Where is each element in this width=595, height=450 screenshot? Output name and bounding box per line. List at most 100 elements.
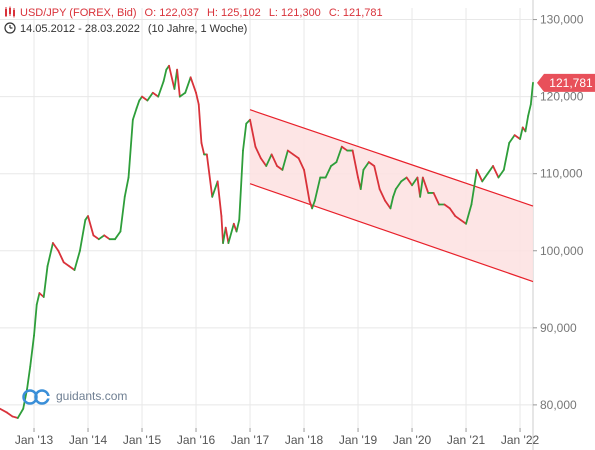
price-segment	[11, 415, 19, 419]
price-segment	[276, 165, 284, 171]
x-tick-label: Jan '13	[15, 433, 54, 447]
price-segment	[97, 234, 106, 241]
price-segment	[87, 215, 95, 237]
price-segment	[211, 180, 219, 198]
price-segment	[340, 145, 349, 152]
price-series	[0, 64, 534, 419]
price-segment	[29, 334, 35, 368]
price-segment	[184, 76, 192, 94]
price-segment	[389, 195, 395, 210]
x-tick-label: Jan '20	[393, 433, 432, 447]
x-tick-label: Jan '15	[123, 433, 162, 447]
price-segment	[330, 161, 338, 167]
price-segment	[527, 103, 532, 117]
price-segment	[297, 157, 305, 171]
price-segment	[400, 176, 408, 183]
price-segment	[465, 203, 473, 225]
last-price-badge: 121,781	[537, 73, 595, 92]
y-axis: 80,000 90,000 100,000 110,000 120,000 130,000	[533, 13, 584, 412]
instrument-name: USD/JPY (FOREX, Bid)	[20, 7, 137, 19]
x-tick-label: Jan '17	[231, 433, 270, 447]
trend-channel	[249, 109, 534, 283]
price-segment	[123, 176, 130, 198]
price-segment	[448, 207, 457, 217]
price-segment	[497, 168, 505, 179]
price-segment	[73, 249, 81, 271]
y-tick-label: 110,000	[540, 167, 583, 181]
range-header: 14.05.2012 - 28.03.2022 (10 Jahre, 1 Woch…	[4, 22, 247, 35]
price-segment	[502, 141, 511, 171]
price-segment	[157, 80, 165, 98]
price-segment	[52, 242, 60, 252]
price-segment	[367, 161, 376, 167]
price-segment	[286, 149, 295, 156]
price-segment	[242, 122, 248, 152]
x-tick-label: Jan '22	[501, 433, 540, 447]
price-segment	[313, 176, 322, 202]
price-segment	[459, 219, 467, 225]
price-segment	[324, 165, 332, 179]
price-segment	[119, 195, 126, 233]
price-segment	[303, 168, 311, 202]
price-segment	[195, 91, 200, 106]
price-segment	[224, 226, 230, 244]
price-segment	[79, 219, 87, 252]
price-segment	[68, 265, 76, 271]
price-segment	[0, 407, 8, 414]
price-segment	[432, 192, 440, 206]
price-segment	[524, 114, 530, 133]
guidants-logo: guidants.com	[22, 388, 127, 406]
close-value: C: 121,781	[328, 7, 383, 19]
price-segment	[475, 168, 484, 183]
price-segment	[492, 165, 500, 179]
price-segment	[373, 165, 381, 191]
x-tick-label: Jan '19	[339, 433, 378, 447]
y-tick-label: 80,000	[540, 398, 577, 412]
price-segment	[519, 126, 524, 140]
instrument-header: USD/JPY (FOREX, Bid) O: 122,037 H: 125,102…	[4, 6, 383, 19]
price-segment	[6, 411, 14, 418]
price-segment	[216, 180, 223, 217]
price-segment	[270, 153, 278, 167]
guidants-logo-text: guidants.com	[56, 389, 128, 404]
x-axis: Jan '13 Jan '14 Jan '15 Jan '16 Jan '17 Jan '…	[15, 428, 540, 447]
price-segment	[486, 165, 494, 175]
price-segment	[359, 168, 365, 191]
price-segment	[508, 134, 516, 144]
price-segment	[454, 215, 462, 221]
price-segment	[46, 242, 54, 268]
date-range: 14.05.2012 - 28.03.2022	[20, 23, 140, 35]
price-segment	[33, 303, 38, 337]
price-segment	[127, 118, 134, 179]
price-segment	[135, 99, 141, 110]
price-segment	[311, 199, 316, 210]
price-segment	[227, 222, 235, 244]
price-segment	[443, 203, 451, 210]
open-value: O: 122,037	[144, 7, 199, 19]
period-label: (10 Jahre, 1 Woche)	[147, 23, 248, 35]
price-segment	[176, 68, 181, 98]
price-segment	[419, 176, 424, 198]
price-segment	[259, 157, 268, 167]
price-segment	[178, 91, 187, 98]
price-segment	[57, 249, 65, 264]
price-segment	[168, 64, 176, 90]
last-price-label: 121,781	[549, 76, 593, 90]
y-tick-label: 130,000	[540, 13, 584, 27]
clock-icon	[4, 22, 16, 34]
price-segment	[26, 365, 32, 391]
x-tick-label: Jan '16	[177, 433, 216, 447]
price-segment	[411, 176, 419, 187]
price-segment	[197, 103, 203, 144]
y-tick-label: 120,000	[540, 90, 584, 104]
price-segment	[405, 176, 413, 187]
price-segment	[131, 107, 138, 121]
x-tick-label: Jan '14	[69, 433, 108, 447]
price-segment	[529, 81, 534, 106]
price-segment	[392, 188, 397, 198]
low-value: L: 121,300	[268, 7, 321, 19]
channel-fill	[250, 109, 533, 282]
price-segment	[92, 234, 100, 241]
x-tick-label: Jan '18	[285, 433, 324, 447]
